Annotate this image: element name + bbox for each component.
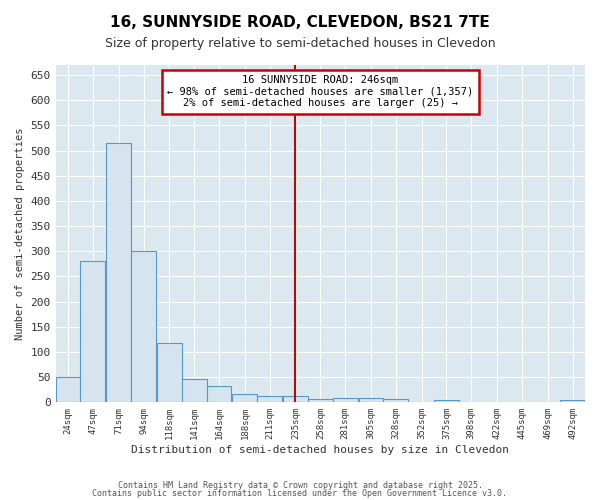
- Bar: [56, 377, 80, 402]
- Bar: [131, 252, 156, 402]
- Bar: [182, 378, 206, 402]
- Y-axis label: Number of semi-detached properties: Number of semi-detached properties: [15, 128, 25, 340]
- Text: Contains HM Land Registry data © Crown copyright and database right 2025.: Contains HM Land Registry data © Crown c…: [118, 480, 482, 490]
- Bar: [359, 398, 383, 402]
- Bar: [333, 398, 358, 402]
- Text: Size of property relative to semi-detached houses in Clevedon: Size of property relative to semi-detach…: [104, 38, 496, 51]
- Bar: [232, 394, 257, 402]
- Bar: [308, 399, 333, 402]
- Bar: [157, 343, 182, 402]
- Bar: [206, 386, 232, 402]
- Bar: [106, 143, 131, 403]
- Bar: [80, 262, 105, 402]
- Bar: [283, 396, 308, 402]
- Text: 16, SUNNYSIDE ROAD, CLEVEDON, BS21 7TE: 16, SUNNYSIDE ROAD, CLEVEDON, BS21 7TE: [110, 15, 490, 30]
- X-axis label: Distribution of semi-detached houses by size in Clevedon: Distribution of semi-detached houses by …: [131, 445, 509, 455]
- Bar: [257, 396, 282, 402]
- Text: 16 SUNNYSIDE ROAD: 246sqm
← 98% of semi-detached houses are smaller (1,357)
2% o: 16 SUNNYSIDE ROAD: 246sqm ← 98% of semi-…: [167, 75, 473, 108]
- Bar: [434, 400, 459, 402]
- Text: Contains public sector information licensed under the Open Government Licence v3: Contains public sector information licen…: [92, 489, 508, 498]
- Bar: [383, 399, 408, 402]
- Bar: [560, 400, 585, 402]
